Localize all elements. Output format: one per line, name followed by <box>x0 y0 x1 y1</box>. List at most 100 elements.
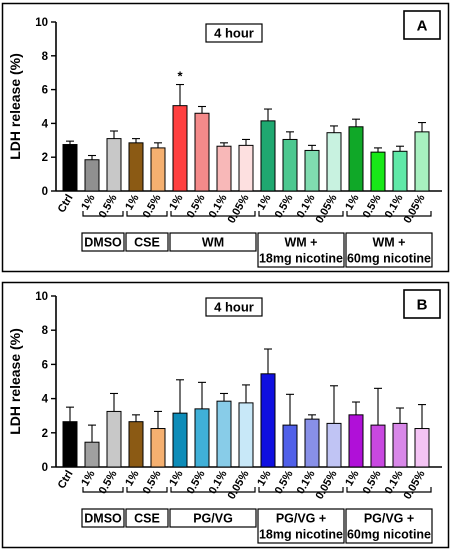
panel-frame <box>1 2 450 273</box>
group-label: 60mg nicotine <box>347 528 431 542</box>
bar <box>304 149 320 192</box>
group-label-box <box>125 232 169 252</box>
group-bracket <box>258 487 344 493</box>
group-label: DMSO <box>84 512 122 526</box>
bar <box>84 441 100 468</box>
x-tick-label: 1% <box>167 468 185 488</box>
bar <box>392 422 408 468</box>
y-tick-label: 10 <box>35 291 48 303</box>
panel-letter-box <box>403 289 441 319</box>
x-tick-label: 0.05% <box>226 468 252 501</box>
y-tick-label: 6 <box>42 85 48 97</box>
group-label-box <box>169 508 257 528</box>
bar <box>414 131 430 192</box>
group-bracket <box>126 487 168 493</box>
bar <box>282 424 298 468</box>
panel-letter: B <box>417 297 428 314</box>
bar <box>194 112 210 192</box>
x-tick-label: 1% <box>123 192 141 212</box>
bar <box>128 421 144 468</box>
y-tick-label: 0 <box>42 186 48 198</box>
bar <box>238 402 254 468</box>
y-tick-label: 0 <box>42 462 48 474</box>
x-tick-label: 1% <box>343 192 361 212</box>
time-annotation: 4 hour <box>214 300 254 315</box>
bar <box>370 151 386 192</box>
x-tick-label: 1% <box>255 468 273 488</box>
time-annotation-box <box>205 23 263 43</box>
group-label: 60mg nicotine <box>347 252 431 266</box>
y-tick-label: 4 <box>42 394 49 406</box>
bar <box>172 412 188 468</box>
x-tick-label: 0.05% <box>402 468 428 501</box>
panel-letter-box <box>403 10 441 40</box>
group-bracket <box>346 211 432 217</box>
bar <box>282 138 298 192</box>
group-label-box <box>125 508 169 528</box>
significance-mark: * <box>177 69 183 84</box>
group-label-box <box>81 232 125 252</box>
bar <box>194 408 210 468</box>
time-annotation: 4 hour <box>214 26 254 41</box>
x-tick-label: 0.05% <box>314 192 340 225</box>
x-tick-label: Ctrl <box>56 469 76 491</box>
bar <box>216 145 232 192</box>
bar <box>370 424 386 468</box>
group-label: WM + <box>373 236 406 250</box>
group-label: DMSO <box>84 236 122 250</box>
bar <box>348 126 364 192</box>
y-axis-label: LDH release (%) <box>7 328 23 435</box>
group-label-box <box>345 508 433 544</box>
y-tick-label: 2 <box>42 152 48 164</box>
y-tick-label: 8 <box>42 325 49 337</box>
group-label: CSE <box>134 236 160 250</box>
group-bracket <box>82 211 124 217</box>
group-label: PG/VG + <box>276 512 326 526</box>
group-bracket <box>82 487 124 493</box>
x-tick-label: 1% <box>343 468 361 488</box>
bar <box>172 105 188 192</box>
bar <box>326 422 342 468</box>
bar <box>260 120 276 192</box>
group-label: 18mg nicotine <box>259 528 343 542</box>
y-tick-label: 6 <box>42 359 48 371</box>
y-tick-label: 2 <box>42 428 48 440</box>
group-bracket <box>170 487 256 493</box>
x-tick-label: 1% <box>255 192 273 212</box>
group-label: CSE <box>134 512 160 526</box>
x-tick-label: 1% <box>123 468 141 488</box>
x-tick-label: Ctrl <box>56 193 76 215</box>
group-label-box <box>345 232 433 268</box>
x-tick-label: 0.05% <box>314 468 340 501</box>
group-label-box <box>257 232 345 268</box>
bar <box>150 428 166 468</box>
bar <box>128 142 144 192</box>
x-tick-label: 1% <box>79 468 97 488</box>
bar <box>106 138 122 192</box>
group-label-box <box>81 508 125 528</box>
x-tick-label: 1% <box>167 192 185 212</box>
bar <box>304 418 320 468</box>
bar <box>238 144 254 192</box>
bar <box>62 144 78 192</box>
bar <box>392 150 408 192</box>
time-annotation-box <box>205 297 263 317</box>
bar <box>84 159 100 192</box>
x-tick-label: 0.05% <box>226 192 252 225</box>
y-axis-label: LDH release (%) <box>7 53 23 160</box>
x-tick-label: 1% <box>79 192 97 212</box>
group-bracket <box>258 211 344 217</box>
bar <box>260 373 276 468</box>
y-tick-label: 10 <box>35 17 48 29</box>
y-tick-label: 8 <box>42 51 49 63</box>
bar <box>150 147 166 192</box>
x-tick-label: 0.05% <box>402 192 428 225</box>
bar <box>414 428 430 468</box>
group-label: WM <box>202 236 224 250</box>
group-bracket <box>170 211 256 217</box>
group-label: PG/VG + <box>364 512 414 526</box>
group-bracket <box>126 211 168 217</box>
